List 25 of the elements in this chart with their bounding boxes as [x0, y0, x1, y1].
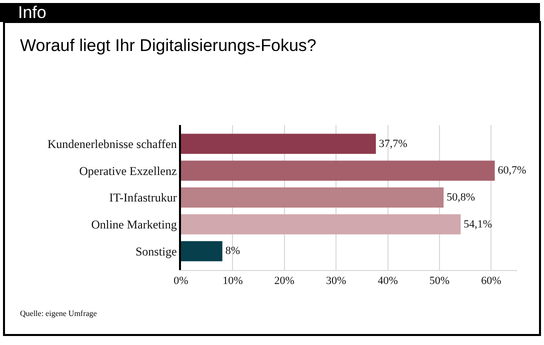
- y-tick-label: IT-Infastrukur: [109, 190, 177, 205]
- bar: [181, 160, 495, 181]
- chart-subtitle: Worauf liegt Ihr Digitalisierungs-Fokus?: [20, 36, 316, 55]
- bar: [181, 187, 444, 208]
- x-tick-label: 50%: [429, 275, 450, 288]
- y-tick-label: Sonstige: [136, 244, 177, 258]
- data-label: 50,8%: [446, 192, 476, 204]
- bar: [181, 214, 461, 234]
- y-tick-label: Operative Exzellenz: [79, 164, 177, 178]
- source-note: Quelle: eigene Umfrage: [20, 309, 98, 318]
- data-label: 8%: [225, 245, 240, 258]
- bar: [181, 134, 376, 154]
- y-tick-label: Online Marketing: [91, 218, 177, 232]
- y-tick-label: Kundenerlebnisse schaffen: [47, 137, 177, 151]
- data-label: 60,7%: [498, 164, 526, 177]
- x-tick-label: 30%: [326, 275, 346, 288]
- x-tick-label: 60%: [481, 275, 502, 288]
- bar: [181, 241, 222, 262]
- data-label: 37,7%: [378, 138, 408, 150]
- text: Info: [18, 3, 46, 22]
- x-tick-label: 40%: [378, 275, 398, 288]
- x-tick-label: 20%: [274, 275, 294, 288]
- data-label: 54,1%: [464, 218, 492, 230]
- x-tick-label: 10%: [222, 275, 243, 288]
- x-tick-label: 0%: [174, 275, 188, 288]
